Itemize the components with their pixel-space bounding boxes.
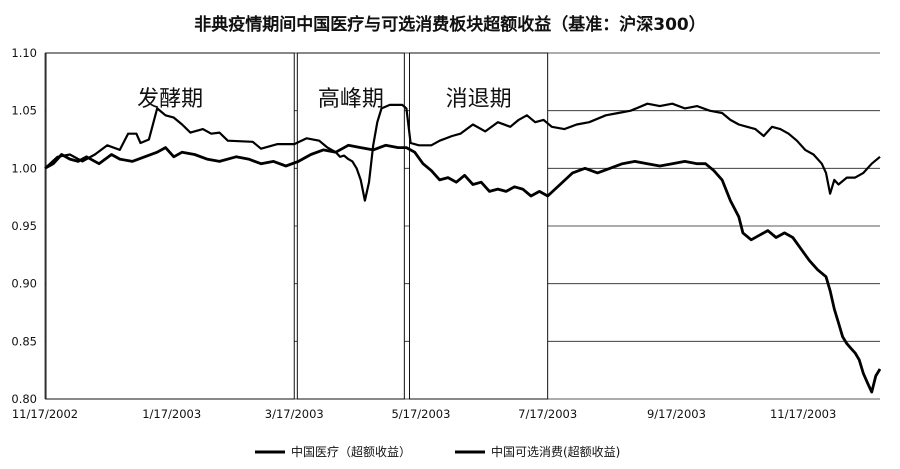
- y-tick-label: 0.90: [11, 277, 37, 291]
- series-line-consumer: [44, 143, 882, 394]
- period-label-1: 高峰期: [318, 87, 384, 112]
- y-tick-label: 0.95: [11, 219, 37, 233]
- y-tick-label: 1.00: [11, 161, 37, 175]
- x-tick-label: 9/17/2003: [647, 407, 706, 421]
- x-tick-label: 3/17/2003: [265, 407, 324, 421]
- period-boxes: 发酵期 高峰期 消退期: [45, 52, 549, 400]
- x-tick-label: 7/17/2003: [518, 407, 577, 421]
- y-tick-label: 0.85: [11, 334, 37, 348]
- x-tick-label: 5/17/2003: [391, 407, 450, 421]
- y-tick-label: 1.05: [11, 104, 37, 118]
- series-line-medical: [44, 102, 881, 202]
- period-label-2: 消退期: [446, 87, 512, 112]
- y-axis-ticks: 0.80 0.85 0.90 0.95 1.00 1.05 1.10: [11, 46, 37, 406]
- x-axis-ticks: 11/17/2002 1/17/2003 3/17/2003 5/17/2003 7/1…: [12, 407, 836, 421]
- period-box-2: [408, 52, 549, 400]
- period-box-0: [45, 52, 295, 400]
- legend-label-medical: 中国医疗（超额收益）: [291, 444, 411, 459]
- series-lines: [44, 102, 882, 394]
- y-tick-label: 1.10: [11, 46, 37, 60]
- legend: 中国医疗（超额收益） 中国可选消费(超额收益): [255, 444, 620, 459]
- legend-label-consumer: 中国可选消费(超额收益): [491, 444, 620, 459]
- y-tick-label: 0.80: [11, 392, 37, 406]
- x-tick-label: 1/17/2003: [142, 407, 201, 421]
- chart-title: 非典疫情期间中国医疗与可选消费板块超额收益（基准：沪深300）: [194, 14, 706, 35]
- period-label-0: 发酵期: [137, 87, 203, 112]
- period-box-1: [296, 52, 405, 400]
- x-tick-label: 11/17/2002: [12, 407, 78, 421]
- x-tick-label: 11/17/2003: [770, 407, 836, 421]
